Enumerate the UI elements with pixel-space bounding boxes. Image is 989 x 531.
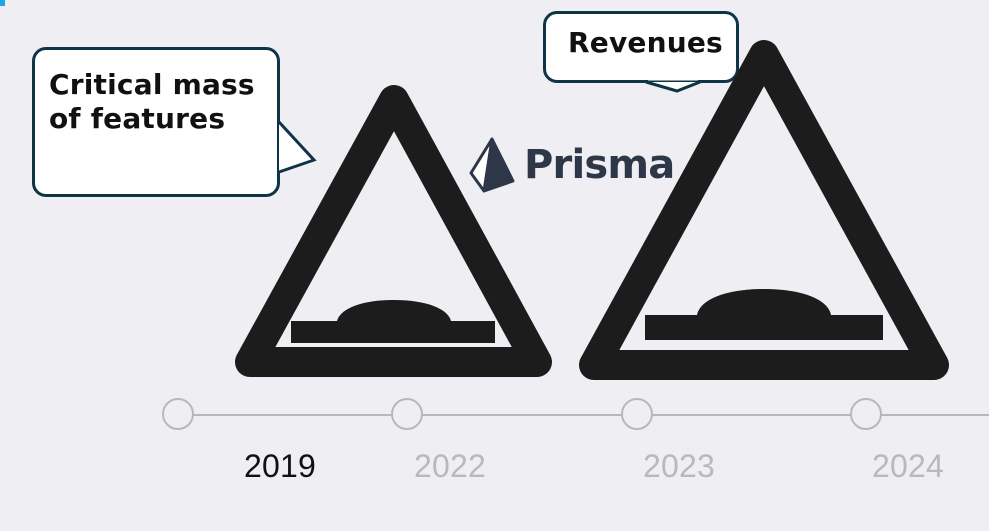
revenues-callout-text: Revenues — [568, 26, 723, 59]
critical-mass-callout-text: Critical mass of features — [49, 68, 255, 135]
revenues-callout-tail — [645, 75, 701, 93]
timeline-node-2024[interactable] — [850, 398, 882, 430]
critical-mass-callout-tail — [270, 120, 317, 174]
timeline-year-2022[interactable]: 2022 — [414, 448, 486, 484]
timeline-year-2019[interactable]: 2019 — [244, 448, 316, 484]
critical-mass-callout: Critical mass of features — [32, 47, 280, 197]
timeline-node-2019[interactable] — [162, 398, 194, 430]
timeline-node-2023[interactable] — [621, 398, 653, 430]
timeline-year-2023[interactable]: 2023 — [643, 448, 715, 484]
timeline-line — [178, 414, 989, 416]
timeline-node-2022[interactable] — [391, 398, 423, 430]
prisma-logo: Prisma — [466, 137, 675, 193]
accent-mark — [0, 0, 5, 6]
prisma-logo-text: Prisma — [524, 142, 675, 188]
prisma-logo-icon — [469, 137, 515, 193]
timeline-year-2024[interactable]: 2024 — [872, 448, 944, 484]
revenues-callout: Revenues — [543, 11, 739, 83]
